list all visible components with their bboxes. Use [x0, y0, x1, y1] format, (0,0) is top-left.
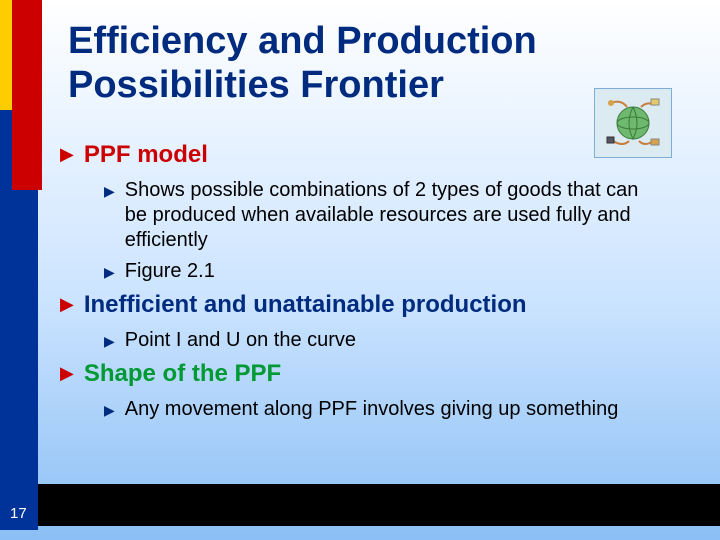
stripe-red [12, 0, 42, 190]
slide-content: ▶ PPF model ▶ Shows possible combination… [60, 140, 680, 428]
bullet-text: PPF model [84, 140, 208, 170]
bullet-text: Shows possible combinations of 2 types o… [125, 178, 665, 253]
bullet-text: Shape of the PPF [84, 359, 281, 389]
bullet-text: Point I and U on the curve [125, 328, 356, 353]
left-decorative-stripe [0, 0, 38, 540]
footer-bar [38, 484, 720, 526]
bullet-text: Figure 2.1 [125, 259, 215, 284]
triangle-bullet-icon: ▶ [60, 294, 74, 315]
page-number: 17 [10, 505, 27, 522]
bullet-level2: ▶ Figure 2.1 [104, 259, 680, 284]
slide-title: Efficiency and Production Possibilities … [68, 20, 668, 107]
bullet-level1: ▶ Shape of the PPF [60, 359, 680, 389]
bullet-level1: ▶ PPF model [60, 140, 680, 170]
bullet-text: Inefficient and unattainable production [84, 290, 527, 320]
bullet-level2: ▶ Any movement along PPF involves giving… [104, 397, 680, 422]
bullet-text: Any movement along PPF involves giving u… [125, 397, 619, 422]
bullet-level1: ▶ Inefficient and unattainable productio… [60, 290, 680, 320]
bullet-level2: ▶ Shows possible combinations of 2 types… [104, 178, 680, 253]
triangle-bullet-icon: ▶ [104, 264, 115, 281]
triangle-bullet-icon: ▶ [104, 183, 115, 200]
triangle-bullet-icon: ▶ [60, 144, 74, 165]
triangle-bullet-icon: ▶ [60, 363, 74, 384]
triangle-bullet-icon: ▶ [104, 402, 115, 419]
triangle-bullet-icon: ▶ [104, 333, 115, 350]
bullet-level2: ▶ Point I and U on the curve [104, 328, 680, 353]
